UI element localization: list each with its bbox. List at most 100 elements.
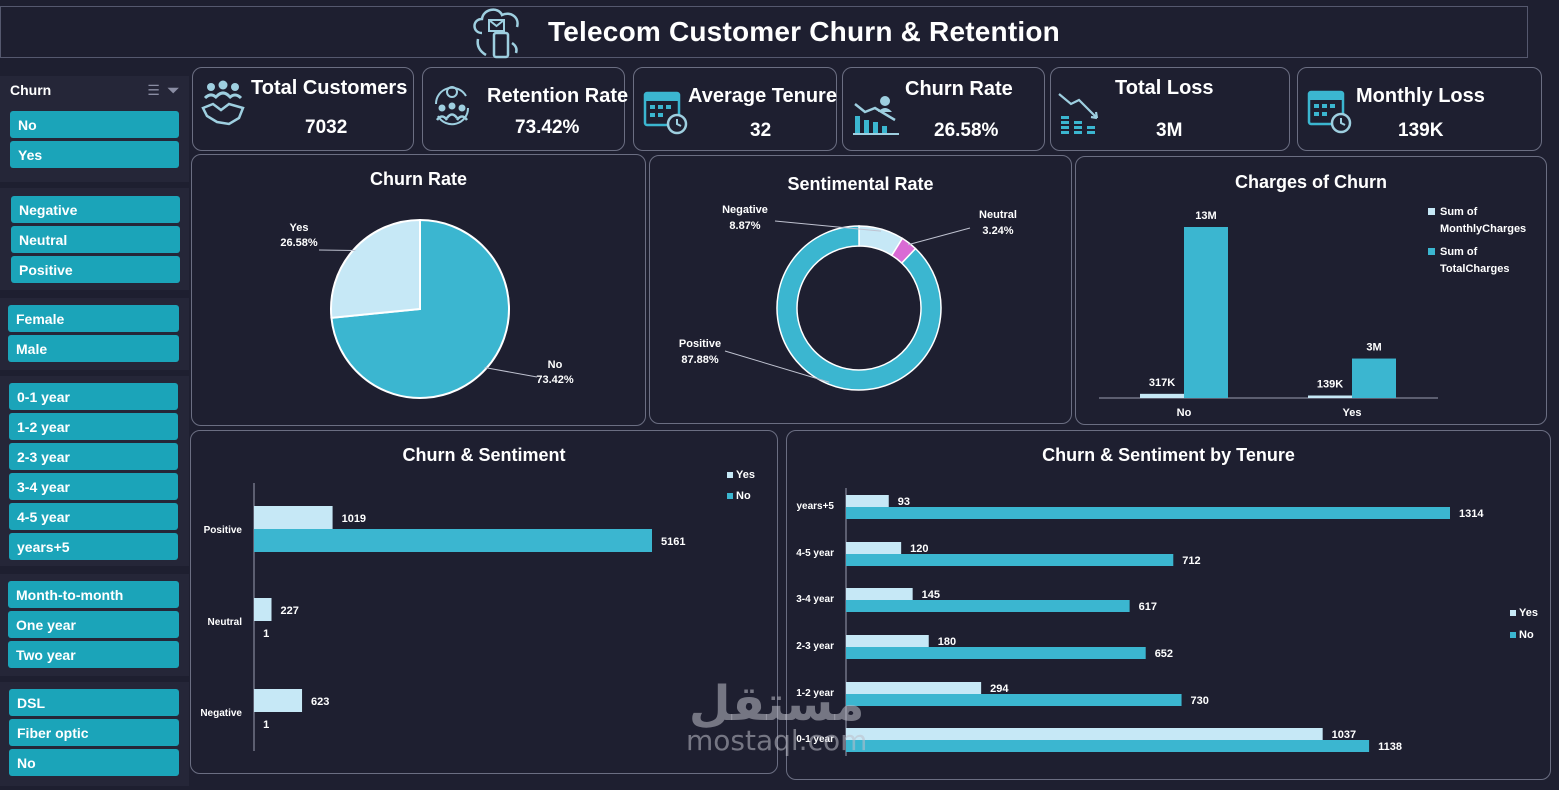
bar-no-0	[1140, 393, 1184, 398]
kpi-total-customers: Total Customers 7032	[192, 67, 414, 151]
slicer-item-fiber-optic[interactable]: Fiber optic	[9, 719, 179, 746]
legend-label: No	[1519, 629, 1534, 641]
y-tick-label: 0-1 year	[796, 734, 834, 745]
falling-bars-icon	[1058, 93, 1099, 134]
page-title: Telecom Customer Churn & Retention	[548, 16, 1060, 47]
y-tick-label: 4-5 year	[796, 548, 834, 559]
slicer-contract: Month-to-month One year Two year	[0, 574, 189, 676]
bar-value-label: 145	[922, 589, 940, 601]
slicer-item-churn-yes[interactable]: Yes	[10, 141, 179, 168]
bar-value-label: 1	[263, 628, 269, 640]
legend-label: Yes	[736, 469, 755, 481]
bar-value-label: 5161	[661, 536, 685, 548]
slicer-item-negative[interactable]: Negative	[11, 196, 180, 223]
kpi-label: Retention Rate	[487, 85, 629, 107]
slicer-item-internet-no[interactable]: No	[9, 749, 179, 776]
slice-value-label: 26.58%	[280, 237, 318, 249]
bar-value-label: 294	[990, 683, 1009, 695]
legend-swatch	[727, 493, 733, 499]
sentimental-rate-donut-chart: Negative 8.87% Neutral 3.24% Positive 87.88%	[679, 204, 1017, 391]
bar-value-label: 180	[938, 636, 956, 648]
slicer-item-churn-no[interactable]: No	[10, 111, 179, 138]
slicer-title: Churn	[10, 82, 52, 98]
bar-value-label: 1037	[1332, 729, 1356, 741]
bar-value-label: 139K	[1317, 379, 1343, 391]
bar-3-4-year-no	[846, 600, 1130, 612]
bar-positive-no	[254, 529, 652, 552]
legend-label: TotalCharges	[1440, 263, 1509, 275]
bar-4-5-year-no	[846, 554, 1174, 566]
bar-yes-0	[1308, 395, 1352, 398]
kpi-label: Total Customers	[251, 77, 408, 99]
slicer-item-positive[interactable]: Positive	[11, 256, 180, 283]
y-tick-label: 1-2 year	[796, 688, 834, 699]
churn-sentiment-tenure-panel: Churn & Sentiment by Tenure years+5 93 131…	[786, 430, 1551, 780]
kpi-label: Churn Rate	[905, 78, 1013, 100]
slicer-item-month-to-month[interactable]: Month-to-month	[8, 581, 179, 608]
multi-select-icon[interactable]: ☰	[147, 81, 160, 98]
slicer-item-tenure-1-2[interactable]: 1-2 year	[9, 413, 178, 440]
dashboard-title-bar: Telecom Customer Churn & Retention	[0, 6, 1528, 59]
bar-value-label: 652	[1155, 648, 1173, 660]
bar-neutral-yes	[254, 598, 272, 621]
donut-slice-positive	[776, 225, 942, 391]
bar-value-label: 623	[311, 696, 329, 708]
slice-value-label: 3.24%	[982, 225, 1013, 237]
bar-value-label: 1138	[1378, 741, 1402, 753]
y-tick-label: Negative	[200, 708, 242, 719]
slicer-item-tenure-4-5[interactable]: 4-5 year	[9, 503, 178, 530]
churn-sentiment-tenure-bar-chart: years+5 93 1314 4-5 year 120 712 3-4 year 145 61…	[796, 488, 1538, 756]
chart-title: Charges of Churn	[1234, 172, 1387, 192]
handshake-icon	[201, 80, 245, 126]
bar-no-1	[1184, 227, 1228, 398]
bar-value-label: 227	[281, 605, 299, 617]
slicer-item-tenure-2-3[interactable]: 2-3 year	[9, 443, 178, 470]
slicer-churn: Churn ☰ ⏷ No Yes	[0, 76, 189, 182]
kpi-value: 3M	[1156, 120, 1183, 141]
bar-value-label: 93	[898, 496, 910, 508]
slicer-item-tenure-0-1[interactable]: 0-1 year	[9, 383, 178, 410]
churn-sentiment-bar-chart: Positive 1019 5161 Neutral 227 1 Negative 623 1 Y…	[200, 469, 755, 751]
y-tick-label: Positive	[204, 525, 243, 536]
bar-value-label: 317K	[1149, 377, 1175, 389]
slicer-item-one-year[interactable]: One year	[8, 611, 179, 638]
slice-value-label: 73.42%	[536, 374, 574, 386]
slicer-item-neutral[interactable]: Neutral	[11, 226, 180, 253]
bar-2-3-year-no	[846, 647, 1146, 659]
sentimental-rate-panel: Sentimental Rate Negative 8.87% Neutral 3.2…	[649, 155, 1072, 424]
kpi-retention-rate: Retention Rate 73.42%	[422, 67, 629, 151]
slicer-item-male[interactable]: Male	[8, 335, 179, 362]
kpi-total-loss: Total Loss 3M	[1050, 67, 1290, 151]
bar-3-4-year-yes	[846, 588, 913, 600]
bar-years-5-no	[846, 507, 1450, 519]
legend-swatch	[1510, 610, 1516, 616]
slicer-tenure: 0-1 year 1-2 year 2-3 year 3-4 year 4-5 …	[0, 376, 189, 566]
legend-swatch	[1428, 248, 1435, 255]
chart-title: Churn & Sentiment	[402, 445, 566, 465]
slice-name-label: No	[548, 359, 563, 371]
slicer-item-tenure-3-4[interactable]: 3-4 year	[9, 473, 178, 500]
slicer-item-two-year[interactable]: Two year	[8, 641, 179, 668]
kpi-value: 32	[750, 120, 772, 141]
kpi-value: 26.58%	[934, 120, 999, 141]
kpi-label: Monthly Loss	[1356, 85, 1485, 107]
slicer-item-female[interactable]: Female	[8, 305, 179, 332]
calendar-clock-icon	[1307, 90, 1352, 134]
bar-value-label: 1314	[1459, 508, 1484, 520]
slice-name-label: Negative	[722, 204, 768, 216]
y-tick-label: Neutral	[208, 617, 243, 628]
slicer-gender: Female Male	[0, 298, 189, 370]
slicer-item-tenure-5-plus[interactable]: years+5	[9, 533, 178, 560]
legend-swatch	[1428, 208, 1435, 215]
bar-1-2-year-no	[846, 694, 1182, 706]
bar-value-label: 120	[910, 543, 928, 555]
y-tick-label: years+5	[796, 501, 834, 512]
slicer-item-dsl[interactable]: DSL	[9, 689, 179, 716]
legend-label: Sum of	[1440, 246, 1478, 258]
bar-yes-1	[1352, 358, 1396, 398]
clear-filter-icon[interactable]: ⏷	[167, 81, 179, 98]
leader-line	[724, 350, 830, 383]
retention-cycle-icon	[434, 86, 470, 126]
cloud-phone-icon	[473, 8, 519, 59]
chart-title: Sentimental Rate	[787, 174, 934, 194]
